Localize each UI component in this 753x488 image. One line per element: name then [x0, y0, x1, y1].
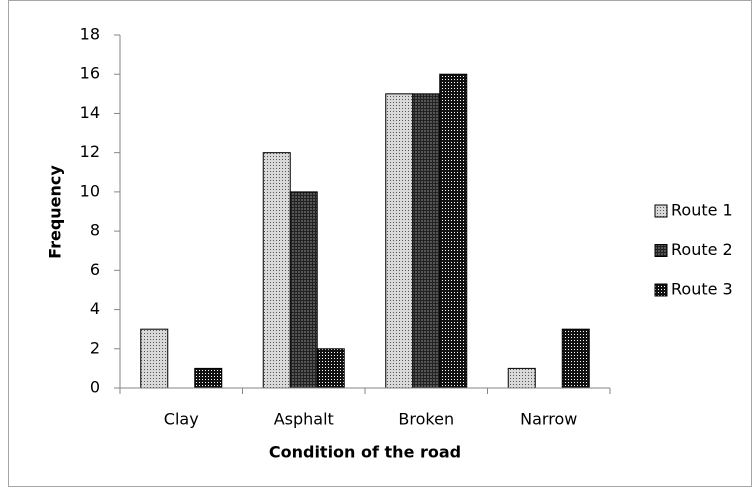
- y-tick-label: 16: [80, 64, 100, 83]
- y-tick-label: 18: [80, 25, 100, 44]
- legend-label: Route 1: [671, 201, 733, 220]
- y-tick-label: 6: [90, 260, 100, 279]
- x-axis-title: Condition of the road: [269, 443, 461, 462]
- bar: [412, 93, 441, 389]
- bar: [385, 93, 414, 389]
- chart-border: [8, 0, 752, 487]
- bar: [439, 73, 468, 389]
- x-tick-label: Broken: [398, 410, 454, 429]
- bar: [316, 348, 345, 389]
- y-tick-label: 2: [90, 338, 100, 357]
- legend-swatch: [654, 204, 668, 218]
- bar: [289, 191, 318, 389]
- x-tick-label: Asphalt: [274, 410, 334, 429]
- x-tick-label: Clay: [164, 410, 199, 429]
- bar: [262, 152, 291, 389]
- y-axis-title: Frequency: [46, 165, 65, 259]
- bar: [561, 328, 590, 389]
- bar: [140, 328, 169, 389]
- legend-swatch: [654, 283, 668, 297]
- y-tick-label: 10: [80, 181, 100, 200]
- y-tick-label: 14: [80, 103, 100, 122]
- legend-label: Route 3: [671, 280, 733, 299]
- bar: [507, 367, 536, 389]
- bar: [194, 367, 223, 389]
- y-tick-label: 12: [80, 142, 100, 161]
- y-tick-label: 0: [90, 378, 100, 397]
- legend-swatch: [654, 244, 668, 257]
- legend-label: Route 2: [671, 240, 733, 259]
- x-tick-label: Narrow: [520, 410, 577, 429]
- y-tick-label: 4: [90, 299, 100, 318]
- y-tick-label: 8: [90, 221, 100, 240]
